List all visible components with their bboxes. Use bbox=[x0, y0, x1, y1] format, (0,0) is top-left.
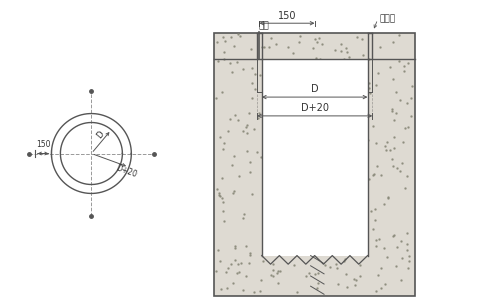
Bar bbox=[214, 33, 415, 296]
Text: D: D bbox=[311, 84, 319, 94]
Text: 150: 150 bbox=[36, 140, 50, 149]
Text: D+20: D+20 bbox=[115, 163, 138, 179]
Text: 护桩: 护桩 bbox=[258, 21, 269, 30]
Text: D: D bbox=[95, 130, 106, 140]
Text: 钙护筒: 钙护筒 bbox=[379, 15, 395, 24]
Bar bbox=[262, 60, 368, 255]
Text: 150: 150 bbox=[278, 10, 296, 21]
Text: D+20: D+20 bbox=[301, 103, 329, 113]
